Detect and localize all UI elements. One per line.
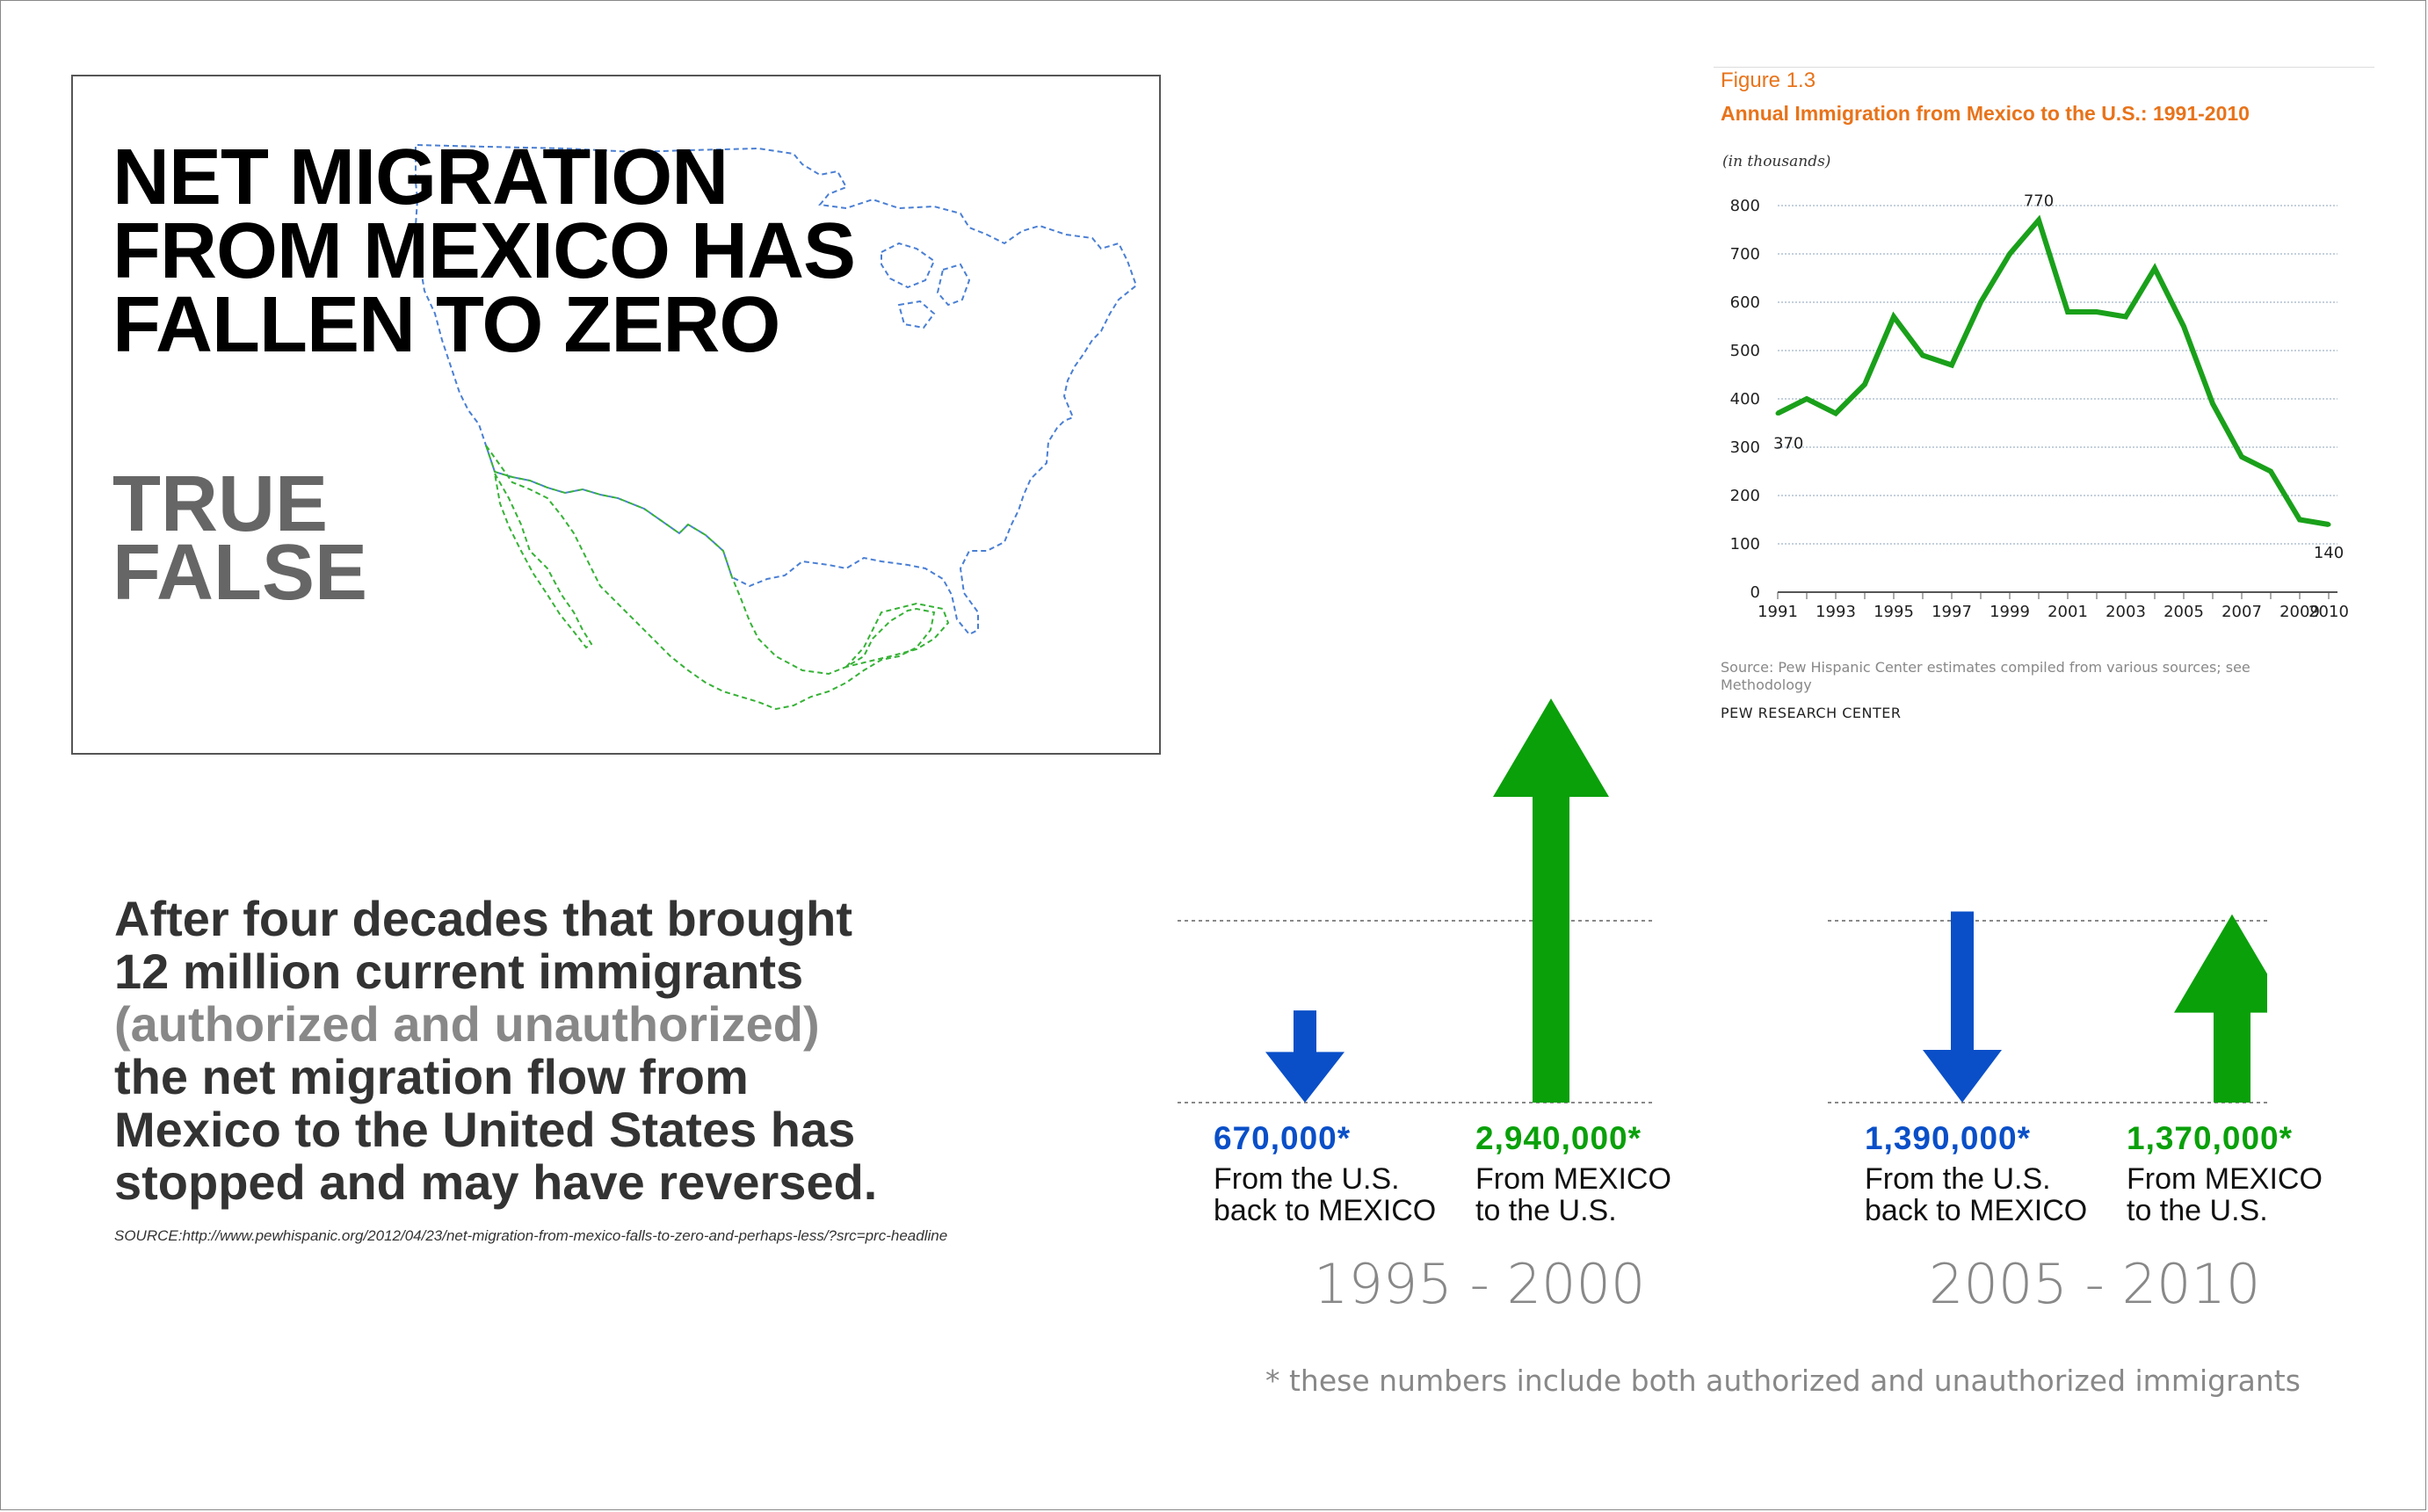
period-1-to-us-desc: From MEXICO to the U.S. (1475, 1163, 1671, 1226)
x-tick-label: 2007 (2221, 603, 2262, 621)
flow-arrows (1178, 698, 2267, 1103)
period-1-to-us-desc-line-1: From MEXICO (1475, 1162, 1671, 1196)
y-tick-label: 200 (1730, 487, 1760, 505)
x-tick-label: 2005 (2163, 603, 2204, 621)
figure-top-rule (1714, 67, 2374, 68)
period-2-to-us-desc-line-2: to the U.S. (2127, 1194, 2268, 1227)
period-2-to-us-desc: From MEXICO to the U.S. (2127, 1163, 2323, 1226)
false-option: FALSE (112, 529, 368, 617)
x-tick-label: 2003 (2105, 603, 2146, 621)
period-1-label: 1995 - 2000 (1314, 1252, 1646, 1316)
data-point (1920, 353, 1925, 358)
period-1-to-mexico-value: 670,000* (1214, 1120, 1352, 1156)
period-2-to-mexico-desc: From the U.S. back to MEXICO (1865, 1163, 2087, 1226)
y-tick-label: 100 (1730, 535, 1760, 553)
data-point (1949, 363, 1954, 367)
figure-unit: (in thousands) (1722, 153, 1831, 170)
data-point (1804, 396, 1809, 402)
x-tick-label: 1995 (1874, 603, 1914, 621)
data-point (1891, 315, 1896, 319)
data-point (2007, 251, 2012, 257)
x-tick-label: 1999 (1990, 603, 2030, 621)
true-option: TRUE (112, 460, 328, 548)
figure-org: PEW RESEARCH CENTER (1721, 705, 1902, 721)
period-2-to-mexico-desc-line-2: back to MEXICO (1865, 1194, 2088, 1227)
line-chart: 0 100 200 300 400 500 600 700 800 1991 1993 1995 199… (1730, 192, 2349, 622)
data-point (1862, 382, 1867, 387)
period-2-to-us-desc-line-1: From MEXICO (2127, 1162, 2323, 1196)
figure-title: Annual Immigration from Mexico to the U.… (1721, 102, 2250, 125)
y-tick-label: 0 (1750, 583, 1760, 602)
period-2-to-us-value: 1,370,000* (2127, 1120, 2294, 1156)
data-point (2094, 309, 2099, 315)
data-point (1775, 411, 1780, 416)
x-tick-label: 1997 (1932, 603, 1972, 621)
y-tick-label: 600 (1730, 293, 1760, 312)
arrow-to-us (2174, 914, 2267, 1103)
data-point (2123, 315, 2128, 319)
data-point (1833, 411, 1838, 416)
period-2-label: 2005 - 2010 (1929, 1252, 2261, 1316)
arrow-to-mexico (1923, 911, 2002, 1103)
data-point (2152, 266, 2157, 271)
period-1-to-mexico-desc: From the U.S. back to MEXICO (1214, 1163, 1436, 1226)
data-point (2181, 324, 2186, 329)
data-point (2326, 522, 2331, 527)
lead-line-6: stopped and may have reversed. (114, 1154, 878, 1210)
data-annotation: 140 (2314, 544, 2344, 562)
data-point (2036, 218, 2041, 222)
period-2-to-mexico-desc-line-1: From the U.S. (1865, 1162, 2051, 1196)
lead-line-2: 12 million current immigrants (114, 944, 804, 999)
y-tick-label: 400 (1730, 390, 1760, 409)
data-point (2268, 469, 2273, 474)
data-point (1978, 300, 1983, 305)
north-america-map (414, 143, 1138, 711)
y-tick-label: 700 (1730, 245, 1760, 264)
data-point (2065, 309, 2070, 315)
period-1-to-mexico-desc-line-1: From the U.S. (1214, 1162, 1400, 1196)
baja-california (494, 473, 593, 649)
lead-line-4: the net migration flow from (114, 1049, 749, 1104)
headline-line-2: FROM MEXICO HAS (112, 207, 856, 295)
lead-line-1: After four decades that brought (114, 891, 853, 946)
mexico-outline (485, 445, 936, 711)
headline-line-1: NET MIGRATION (112, 134, 728, 221)
headline-line-3: FALLEN TO ZERO (112, 281, 780, 369)
map-panel (71, 75, 1161, 755)
source-citation: SOURCE:http://www.pewhispanic.org/2012/0… (114, 1227, 948, 1244)
period-1-to-mexico-desc-line-2: back to MEXICO (1214, 1194, 1437, 1227)
arrow-to-us (1493, 698, 1609, 1103)
data-point (2239, 454, 2244, 459)
y-tick-label: 500 (1730, 342, 1760, 360)
y-tick-label: 300 (1730, 438, 1760, 457)
x-tick-label: 1993 (1816, 603, 1856, 621)
data-point (2210, 402, 2215, 406)
headline: NET MIGRATION FROM MEXICO HAS FALLEN TO … (112, 134, 856, 369)
figure-source: Source: Pew Hispanic Center estimates co… (1721, 659, 2250, 693)
data-point (2297, 517, 2302, 522)
yucatan (844, 602, 950, 669)
lead-line-5: Mexico to the United States has (114, 1102, 856, 1157)
lead-line-3: (authorized and unauthorized) (114, 996, 820, 1052)
period-2-to-mexico-value: 1,390,000* (1865, 1120, 2032, 1156)
x-tick-label: 2009 (2279, 603, 2320, 621)
x-tick-label: 1991 (1758, 603, 1798, 621)
arrow-to-mexico (1265, 1010, 1344, 1103)
lead-paragraph: After four decades that brought 12 milli… (114, 893, 975, 1209)
data-annotation: 370 (1773, 435, 1803, 453)
y-tick-label: 800 (1730, 197, 1760, 215)
series-line (1776, 214, 2330, 527)
figure-label: Figure 1.3 (1721, 69, 1816, 92)
period-1-to-us-value: 2,940,000* (1475, 1120, 1642, 1156)
great-lakes (881, 242, 971, 329)
period-1-to-us-desc-line-2: to the U.S. (1475, 1194, 1617, 1227)
x-tick-label: 2010 (2308, 603, 2349, 621)
x-tick-label: 2001 (2047, 603, 2088, 621)
footnote: * these numbers include both authorized … (1265, 1364, 2301, 1398)
data-annotation: 770 (2024, 192, 2054, 211)
